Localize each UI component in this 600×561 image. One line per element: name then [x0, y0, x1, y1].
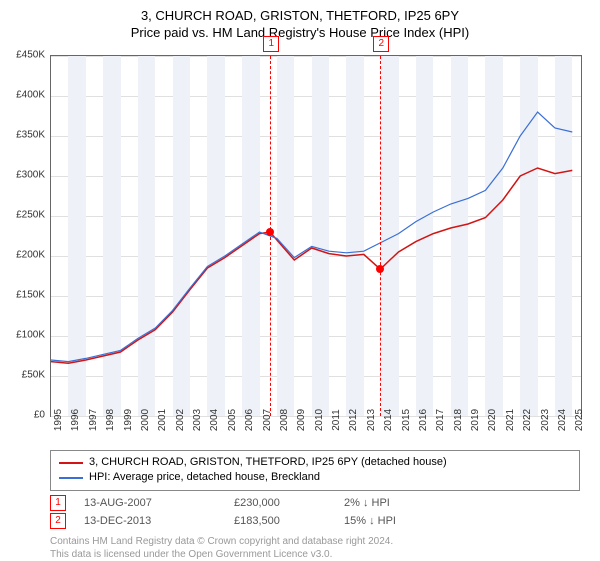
xtick-label: 2019 [470, 409, 481, 431]
sale-vline [270, 56, 271, 416]
xtick-label: 1999 [123, 409, 134, 431]
xtick-label: 1996 [70, 409, 81, 431]
footer-text: Contains HM Land Registry data © Crown c… [50, 535, 580, 561]
sale-marker-box: 1 [263, 36, 279, 52]
xtick-label: 1997 [88, 409, 99, 431]
xtick-label: 2016 [418, 409, 429, 431]
xtick-label: 2014 [383, 409, 394, 431]
xtick-label: 1995 [53, 409, 64, 431]
sale-point-marker [266, 228, 274, 236]
xtick-label: 2023 [540, 409, 551, 431]
ytick-label: £300K [16, 170, 45, 181]
ytick-label: £100K [16, 330, 45, 341]
ytick-label: £400K [16, 90, 45, 101]
sale-point-marker [376, 265, 384, 273]
sale-row: 2 13-DEC-2013£183,50015% ↓ HPI [50, 513, 580, 529]
sale-row-marker: 2 [50, 513, 66, 529]
sale-row-marker: 1 [50, 495, 66, 511]
xtick-label: 2005 [227, 409, 238, 431]
legend-row-1: 3, CHURCH ROAD, GRISTON, THETFORD, IP25 … [59, 455, 571, 470]
footer-line-1: Contains HM Land Registry data © Crown c… [50, 535, 580, 548]
legend-row-2: HPI: Average price, detached house, Brec… [59, 470, 571, 485]
xtick-label: 2008 [279, 409, 290, 431]
legend-label-1: 3, CHURCH ROAD, GRISTON, THETFORD, IP25 … [89, 455, 447, 470]
xtick-label: 2021 [505, 409, 516, 431]
xtick-label: 2025 [574, 409, 585, 431]
xtick-label: 2012 [348, 409, 359, 431]
chart-container: 3, CHURCH ROAD, GRISTON, THETFORD, IP25 … [0, 0, 600, 560]
sale-price: £230,000 [234, 497, 344, 509]
line-series-svg [51, 56, 581, 416]
xtick-label: 2022 [522, 409, 533, 431]
legend-and-footer: 3, CHURCH ROAD, GRISTON, THETFORD, IP25 … [50, 450, 580, 561]
xtick-label: 2009 [296, 409, 307, 431]
xtick-label: 2020 [487, 409, 498, 431]
xtick-label: 2003 [192, 409, 203, 431]
footer-line-2: This data is licensed under the Open Gov… [50, 548, 580, 561]
ytick-label: £50K [22, 370, 45, 381]
xtick-label: 2004 [209, 409, 220, 431]
sale-rows: 1 13-AUG-2007£230,0002% ↓ HPI 2 13-DEC-2013… [50, 495, 580, 529]
sale-row: 1 13-AUG-2007£230,0002% ↓ HPI [50, 495, 580, 511]
ytick-label: £250K [16, 210, 45, 221]
title-line-2: Price paid vs. HM Land Registry's House … [0, 25, 600, 42]
xtick-label: 2011 [331, 409, 342, 431]
ytick-label: £0 [34, 410, 45, 421]
xtick-label: 2010 [314, 409, 325, 431]
xtick-label: 2024 [557, 409, 568, 431]
plot-area: 12 [50, 55, 582, 417]
xtick-label: 2001 [157, 409, 168, 431]
xtick-label: 2018 [453, 409, 464, 431]
ytick-label: £150K [16, 290, 45, 301]
sale-date: 13-AUG-2007 [84, 497, 234, 509]
sale-date: 13-DEC-2013 [84, 515, 234, 527]
sale-diff: 2% ↓ HPI [344, 497, 390, 509]
ytick-label: £450K [16, 50, 45, 61]
sale-diff: 15% ↓ HPI [344, 515, 396, 527]
ytick-label: £200K [16, 250, 45, 261]
xtick-label: 2006 [244, 409, 255, 431]
legend-swatch-red [59, 462, 83, 464]
sale-vline [380, 56, 381, 416]
xtick-label: 2017 [435, 409, 446, 431]
legend-swatch-blue [59, 477, 83, 479]
series-line [51, 112, 572, 362]
series-line [51, 168, 572, 363]
xtick-label: 1998 [105, 409, 116, 431]
xtick-label: 2015 [401, 409, 412, 431]
chart-title: 3, CHURCH ROAD, GRISTON, THETFORD, IP25 … [0, 0, 600, 42]
ytick-label: £350K [16, 130, 45, 141]
legend-box: 3, CHURCH ROAD, GRISTON, THETFORD, IP25 … [50, 450, 580, 491]
xtick-label: 2013 [366, 409, 377, 431]
xtick-label: 2007 [262, 409, 273, 431]
xtick-label: 2000 [140, 409, 151, 431]
legend-label-2: HPI: Average price, detached house, Brec… [89, 470, 320, 485]
sale-price: £183,500 [234, 515, 344, 527]
sale-marker-box: 2 [373, 36, 389, 52]
chart-area: 12 £0£50K£100K£150K£200K£250K£300K£350K£… [50, 55, 580, 415]
title-line-1: 3, CHURCH ROAD, GRISTON, THETFORD, IP25 … [0, 8, 600, 25]
xtick-label: 2002 [175, 409, 186, 431]
